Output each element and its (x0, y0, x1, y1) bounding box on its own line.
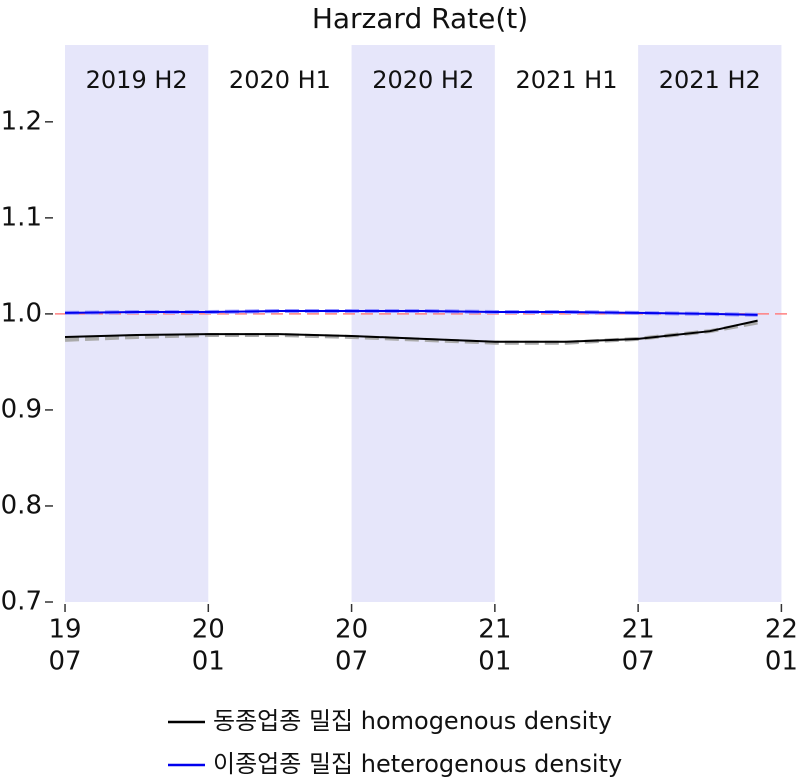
x-tick-label: 20 (192, 615, 225, 645)
x-tick-label: 21 (478, 615, 511, 645)
x-tick-label: 22 (765, 615, 798, 645)
period-label: 2019 H2 (86, 66, 188, 94)
period-band (65, 45, 209, 602)
x-tick-label: 20 (335, 615, 368, 645)
x-tick-label: 01 (192, 647, 225, 677)
y-tick-label: 0.8 (1, 490, 42, 520)
period-label: 2020 H2 (372, 66, 474, 94)
legend-label: 이종업종 밀집 heterogenous density (213, 750, 622, 778)
x-tick-label: 07 (335, 647, 368, 677)
period-label: 2021 H1 (515, 66, 617, 94)
y-tick-label: 0.9 (1, 394, 42, 424)
chart-title: Harzard Rate(t) (312, 2, 528, 35)
period-band (351, 45, 495, 602)
x-tick-label: 07 (48, 647, 81, 677)
x-tick-label: 07 (622, 647, 655, 677)
y-tick-label: 1.0 (1, 298, 42, 328)
period-label: 2021 H2 (659, 66, 761, 94)
legend-label: 동종업종 밀집 homogenous density (213, 707, 612, 735)
y-tick-label: 1.2 (1, 106, 42, 136)
y-tick-label: 0.7 (1, 587, 42, 617)
series-line (65, 319, 758, 343)
x-tick-label: 01 (765, 647, 798, 677)
x-tick-label: 01 (478, 647, 511, 677)
period-band (638, 45, 782, 602)
x-tick-label: 19 (48, 615, 81, 645)
x-tick-label: 21 (622, 615, 655, 645)
y-tick-label: 1.1 (1, 202, 42, 232)
series-line (65, 310, 758, 316)
period-label: 2020 H1 (229, 66, 331, 94)
